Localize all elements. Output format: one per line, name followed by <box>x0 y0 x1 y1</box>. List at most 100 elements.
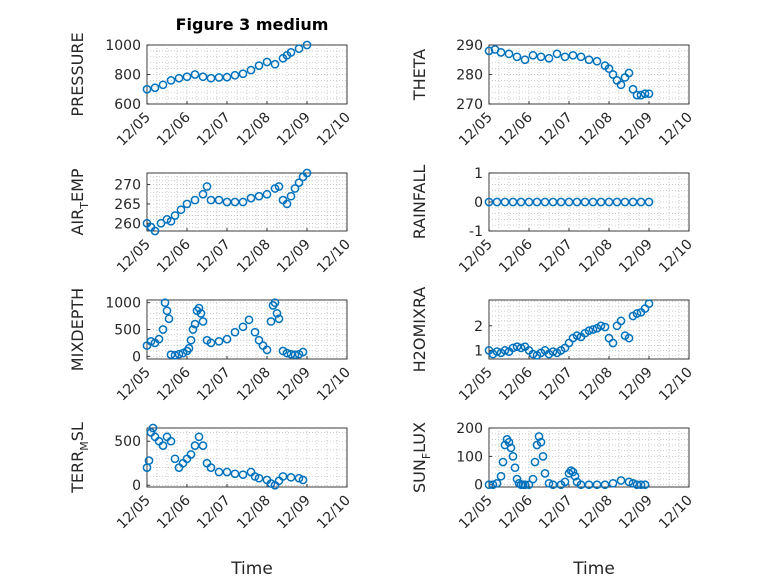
data-point <box>286 472 296 482</box>
data-point <box>194 303 204 313</box>
subplot-pressure: 600 800 1000 12/05 12/06 12/07 12/08 12/09 12/10… <box>68 32 354 149</box>
data-point <box>592 480 602 490</box>
data-point <box>198 441 208 450</box>
y-tick-label: 500 <box>114 323 141 339</box>
data-point <box>246 65 256 75</box>
data-point <box>644 89 654 99</box>
data-point <box>528 50 538 60</box>
y-tick-label: 2 <box>474 319 483 335</box>
data-point <box>600 480 610 490</box>
data-point <box>506 443 516 453</box>
data-point <box>230 70 240 80</box>
data-point <box>190 195 200 205</box>
data-point <box>608 338 618 348</box>
data-point <box>510 463 520 473</box>
x-tick-label: 12/07 <box>536 237 576 277</box>
data-point <box>508 197 518 207</box>
data-point <box>552 49 562 59</box>
data-point <box>270 59 280 69</box>
x-tick-label: 12/09 <box>274 237 314 277</box>
data-point <box>516 197 526 207</box>
data-point <box>190 319 200 329</box>
x-axis-label-right: Time <box>572 559 615 579</box>
data-point <box>536 437 546 447</box>
data-point <box>206 73 216 83</box>
data-point <box>262 57 272 67</box>
data-point <box>186 335 196 345</box>
data-point <box>592 56 602 66</box>
y-tick-label: 0 <box>474 478 483 494</box>
data-point <box>282 348 292 358</box>
x-tick-label: 12/06 <box>154 109 194 149</box>
data-point <box>148 423 158 433</box>
x-tick-label: 12/07 <box>536 110 576 150</box>
data-point <box>528 349 538 359</box>
data-point <box>170 350 180 360</box>
data-point <box>496 48 506 57</box>
data-point <box>528 474 538 484</box>
data-point <box>198 317 208 326</box>
data-point <box>286 48 296 57</box>
data-point <box>294 44 304 54</box>
subplot-rainfall: -1 0 1 12/05 12/06 12/07 12/08 12/09 12/10 RAINFA… <box>410 165 696 277</box>
y-tick-label: 260 <box>114 216 141 232</box>
data-point <box>238 197 248 207</box>
data-point <box>632 480 642 490</box>
y-tick-label: 1 <box>474 343 483 359</box>
x-tick-label: 12/09 <box>274 365 314 405</box>
data-point <box>538 452 548 461</box>
data-point <box>564 197 574 207</box>
data-point <box>278 472 288 481</box>
data-point <box>222 72 232 82</box>
data-point <box>294 473 304 483</box>
data-point <box>484 480 494 490</box>
data-point <box>214 73 224 82</box>
x-tick-label: 12/10 <box>314 493 354 533</box>
data-point <box>298 347 308 357</box>
x-tick-label: 12/05 <box>114 237 154 277</box>
data-point <box>500 197 510 207</box>
data-point <box>302 40 312 50</box>
x-tick-label: 12/10 <box>314 110 354 150</box>
data-point <box>262 345 272 355</box>
data-point <box>286 191 296 201</box>
data-point <box>632 309 642 318</box>
data-point <box>508 452 518 461</box>
data-point <box>524 197 534 207</box>
x-tick-label: 12/07 <box>194 110 234 150</box>
data-point <box>198 189 208 199</box>
data-point <box>534 432 544 441</box>
y-tick-label: 270 <box>456 97 483 113</box>
data-point <box>628 84 638 94</box>
data-point <box>540 197 550 207</box>
data-point <box>254 473 264 483</box>
data-point <box>640 89 650 99</box>
y-axis-label: SUNFLUX <box>410 422 433 493</box>
y-tick-label: 600 <box>114 97 141 113</box>
x-tick-label: 12/05 <box>456 365 496 405</box>
data-point <box>238 322 248 332</box>
x-tick-label: 12/09 <box>274 110 314 150</box>
x-tick-label: 12/05 <box>114 493 154 533</box>
data-point <box>612 197 622 207</box>
data-point <box>302 168 312 178</box>
data-point <box>272 309 282 318</box>
data-point <box>560 477 570 487</box>
data-point <box>184 343 194 353</box>
data-point <box>530 457 540 467</box>
data-point <box>198 72 208 82</box>
data-point <box>274 314 284 324</box>
x-tick-label: 12/10 <box>656 493 696 533</box>
data-point <box>588 197 598 207</box>
y-tick-label: 270 <box>114 178 141 194</box>
data-point <box>536 52 546 62</box>
x-tick-label: 12/06 <box>496 492 536 532</box>
y-tick-label: 100 <box>456 449 483 465</box>
data-point <box>520 55 530 65</box>
data-point <box>222 334 232 344</box>
data-point <box>150 226 160 236</box>
x-tick-label: 12/08 <box>576 110 616 150</box>
data-point <box>596 321 606 331</box>
x-tick-label: 12/08 <box>234 365 274 405</box>
data-point <box>142 84 152 94</box>
